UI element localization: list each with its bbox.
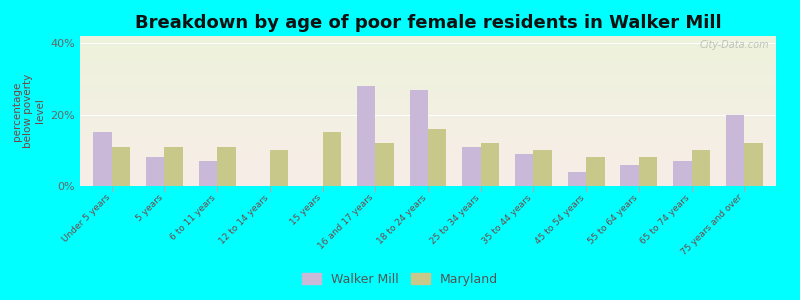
Bar: [410, 90, 428, 186]
Bar: [639, 158, 658, 186]
Bar: [726, 115, 744, 186]
Title: Breakdown by age of poor female residents in Walker Mill: Breakdown by age of poor female resident…: [134, 14, 722, 32]
Bar: [146, 158, 164, 186]
Y-axis label: percentage
below poverty
level: percentage below poverty level: [12, 74, 45, 148]
Bar: [428, 129, 446, 186]
Bar: [164, 147, 183, 186]
Bar: [270, 150, 288, 186]
Bar: [481, 143, 499, 186]
Bar: [692, 150, 710, 186]
Bar: [357, 86, 375, 186]
Bar: [198, 161, 217, 186]
Bar: [217, 147, 235, 186]
Bar: [375, 143, 394, 186]
Bar: [93, 132, 112, 186]
Bar: [515, 154, 534, 186]
Text: City-Data.com: City-Data.com: [699, 40, 769, 50]
Bar: [462, 147, 481, 186]
Bar: [568, 172, 586, 186]
Bar: [673, 161, 692, 186]
Bar: [744, 143, 763, 186]
Bar: [621, 165, 639, 186]
Bar: [322, 132, 341, 186]
Legend: Walker Mill, Maryland: Walker Mill, Maryland: [297, 268, 503, 291]
Bar: [534, 150, 552, 186]
Bar: [586, 158, 605, 186]
Bar: [112, 147, 130, 186]
